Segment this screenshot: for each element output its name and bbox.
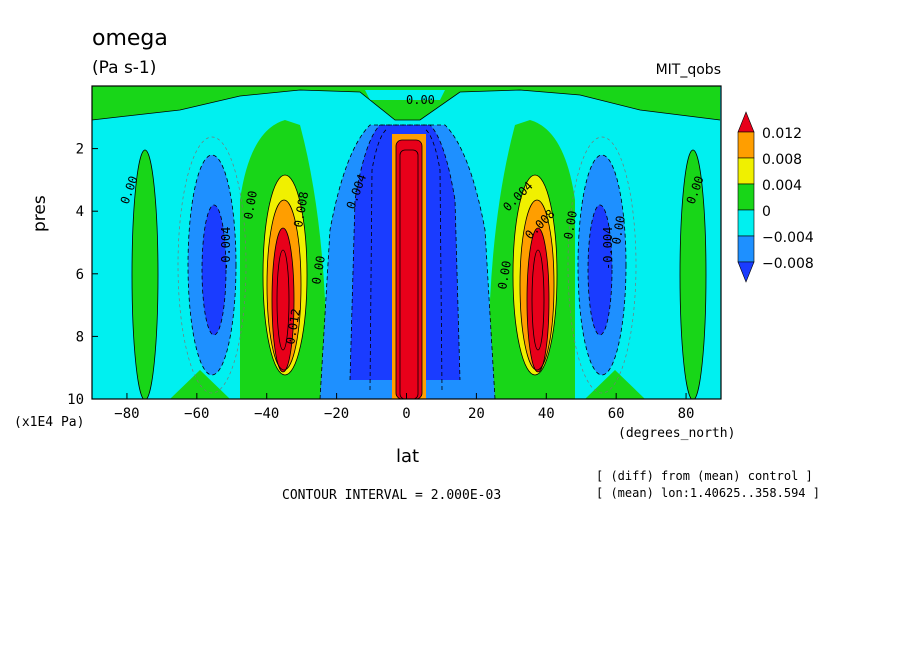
region-green-bottom-nh — [585, 370, 645, 399]
x-tick-label: −60 — [184, 406, 209, 422]
colorbar-arrow-bottom — [737, 261, 755, 283]
contour-lines-faint — [177, 136, 637, 394]
region-darkblue-nh — [588, 205, 612, 335]
plot-area: 0.00 0.00 0.00 0.00 0.004 0.004 0.008 0.… — [92, 86, 721, 399]
colorbar-label: 0.004 — [762, 178, 802, 194]
region-red-eq — [396, 140, 422, 399]
contour-interval: CONTOUR INTERVAL = 2.000E-03 — [282, 488, 502, 503]
note-diff: [ (diff) from (mean) control ] — [596, 469, 813, 483]
colorbar-swatch — [737, 157, 755, 185]
colorbar-label: −0.004 — [762, 230, 814, 246]
colorbar-label: 0 — [762, 204, 771, 220]
region-cyan-top — [365, 90, 445, 100]
contour-label: 0.00 — [609, 215, 628, 246]
colorbar-swatch — [737, 183, 755, 211]
y-tick-label: 4 — [76, 204, 84, 220]
contour-label: -0.004 — [219, 227, 233, 270]
contour-label: 0.00 — [241, 190, 260, 221]
y-tick-label: 10 — [67, 392, 84, 408]
note-mean: [ (mean) lon:1.40625..358.594 ] — [596, 486, 820, 500]
x-tick-label: −20 — [324, 406, 349, 422]
colorbar-swatch — [737, 235, 755, 263]
chart-units: (Pa s-1) — [92, 58, 157, 78]
contour-label: -0.004 — [601, 227, 615, 270]
colorbar-swatch — [737, 209, 755, 237]
x-tick-label: −80 — [114, 406, 139, 422]
y-axis-units: (x1E4 Pa) — [14, 415, 85, 430]
region-green-top — [92, 86, 720, 120]
x-axis-label: lat — [396, 446, 420, 467]
y-tick-label: 6 — [76, 267, 84, 283]
y-tick-label: 2 — [76, 142, 84, 158]
y-tick-label: 8 — [76, 329, 84, 345]
x-tick-label: 20 — [468, 406, 485, 422]
colorbar-label: −0.008 — [762, 256, 814, 272]
contour-label: 0.00 — [406, 93, 435, 107]
colorbar-label: 0.008 — [762, 152, 802, 168]
chart-title: omega — [92, 26, 168, 51]
contour-label: 0.00 — [561, 210, 580, 241]
x-tick-label: −40 — [254, 406, 279, 422]
x-axis-units: (degrees_north) — [618, 426, 736, 441]
colorbar-arrow-top — [737, 111, 755, 133]
contour-label: 0.00 — [309, 255, 328, 286]
contour-lines — [92, 89, 721, 399]
colorbar-swatch — [737, 131, 755, 159]
colorbar-label: 0.012 — [762, 126, 802, 142]
region-red-nh — [527, 228, 549, 372]
experiment-label: MIT_qobs — [655, 62, 721, 78]
x-tick-label: 0 — [402, 406, 410, 422]
x-tick-label: 40 — [538, 406, 555, 422]
contour-label: 0.008 — [291, 191, 311, 229]
region-green-far-sh — [132, 150, 158, 399]
contour-label: 0.00 — [495, 260, 514, 291]
region-darkblue-sh — [202, 205, 226, 335]
region-red-sh — [272, 228, 294, 372]
colorbar: 0.012 0.008 0.004 0 −0.004 −0.008 — [737, 111, 814, 283]
x-tick-label: 60 — [608, 406, 625, 422]
x-tick-label: 80 — [678, 406, 695, 422]
region-green-bottom-sh — [170, 370, 230, 399]
axis-ticks: −80 −60 −40 −20 0 20 40 60 80 2 4 6 8 10 — [67, 142, 694, 422]
region-green-far-nh — [680, 150, 706, 399]
contour-label: 0.012 — [283, 308, 303, 346]
